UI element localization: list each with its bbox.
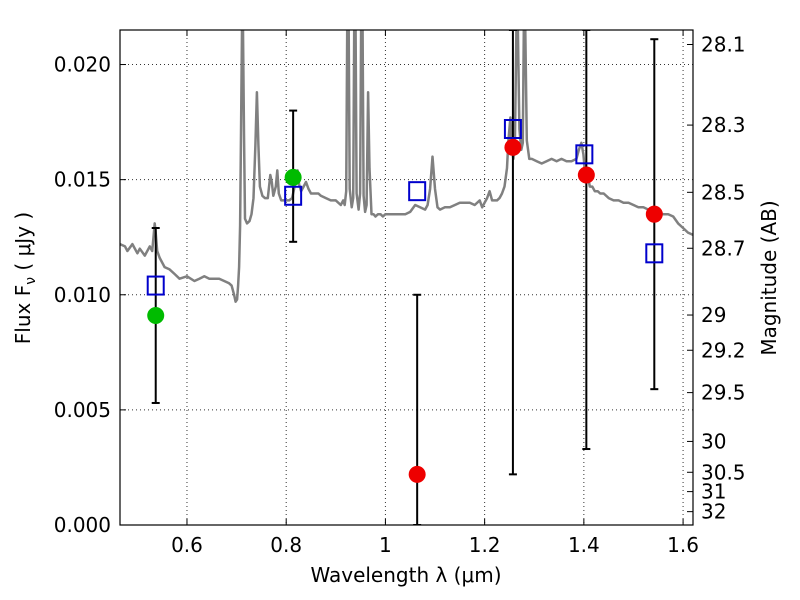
observed-flux-point: [408, 465, 426, 483]
right-tick-label: 32: [701, 500, 726, 524]
x-axis-label: Wavelength λ (μm): [310, 563, 501, 587]
ticks: 0.6 0.8 1 1.2 1.4 1.6 0.000 0.005 0.010 0.015 0.02…: [54, 30, 746, 557]
spectrum-layer: [120, 30, 693, 303]
model-photometry-square: [575, 144, 594, 165]
x-tick-label: 1.6: [667, 533, 699, 557]
right-tick-label: 30.5: [701, 460, 746, 484]
x-tick-label: 0.6: [171, 533, 203, 557]
y-axis-label-main: Flux F: [11, 285, 35, 344]
y-axis-label: Flux Fν ( μJy ): [11, 212, 39, 344]
x-tick-label: 1.2: [469, 533, 501, 557]
right-tick-label: 28.5: [701, 180, 746, 204]
right-tick-label: 31: [701, 480, 726, 504]
y-tick-label: 0.010: [54, 283, 111, 307]
model-photometry-square: [645, 243, 664, 264]
marker-layer: [146, 119, 664, 483]
observed-flux-point: [504, 138, 522, 156]
observed-flux-point: [645, 205, 663, 223]
right-axis-label: Magnitude (AB): [757, 200, 781, 355]
x-tick-label: 1: [379, 533, 392, 557]
y-tick-label: 0.000: [54, 513, 111, 537]
right-tick-label: 28.1: [701, 33, 746, 57]
right-tick-label: 29.5: [701, 381, 746, 405]
observed-flux-point: [284, 168, 302, 186]
grid: [120, 30, 693, 525]
right-tick-label: 28.3: [701, 113, 746, 137]
y-tick-label: 0.015: [54, 168, 111, 192]
errorbar-layer: [151, 30, 659, 525]
model-photometry-square: [284, 185, 303, 206]
x-tick-label: 1.4: [568, 533, 600, 557]
observed-flux-point: [577, 166, 595, 184]
model-photometry-square: [146, 275, 165, 296]
observed-flux-point: [147, 306, 165, 324]
y-axis-label-subscript: ν: [23, 277, 39, 285]
right-tick-label: 29: [701, 303, 726, 327]
y-tick-label: 0.005: [54, 398, 111, 422]
plot-frame: [119, 29, 694, 526]
right-tick-label: 28.7: [701, 236, 746, 260]
model-photometry-square: [408, 181, 427, 202]
x-tick-label: 0.8: [270, 533, 302, 557]
y-tick-label: 0.020: [54, 53, 111, 77]
model-photometry-square: [503, 119, 522, 139]
right-tick-label: 29.2: [701, 338, 746, 362]
y-axis-label-unit: ( μJy ): [11, 212, 35, 277]
spectrum-line: [120, 30, 693, 303]
right-tick-label: 30: [701, 429, 726, 453]
